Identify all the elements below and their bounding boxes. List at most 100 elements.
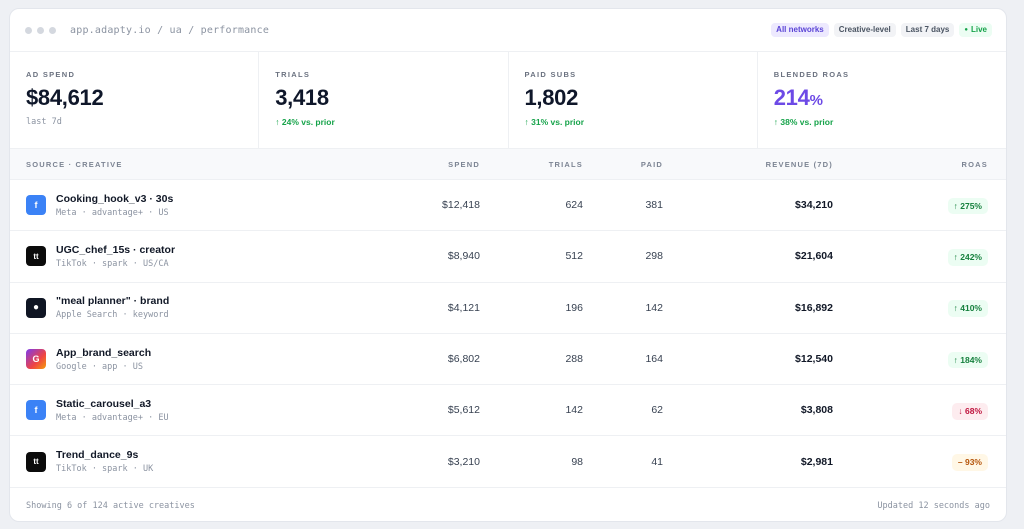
kpi-trials: TRIALS 3,418 ↑ 24% vs. prior: [259, 52, 509, 148]
spend-cell: $12,418: [442, 199, 480, 212]
source-cell: tt Trend_dance_9s TikTok · spark · UK: [10, 449, 350, 474]
kpi-sub: last 7d: [26, 117, 62, 127]
url-breadcrumb: app.adapty.io / ua / performance: [70, 24, 270, 36]
trials-cell: 142: [565, 404, 583, 417]
roas-badge: ↓ 68%: [952, 403, 988, 420]
kpi-label: TRIALS: [275, 70, 311, 79]
creative-name[interactable]: "meal planner" · brand: [56, 295, 170, 308]
table-row[interactable]: f Static_carousel_a3 Meta · advantage+ · E…: [10, 385, 1006, 437]
kpi-sub: ↑ 31% vs. prior: [524, 117, 585, 127]
kpi-value: 1,802: [524, 85, 579, 110]
spend-cell: $3,210: [447, 455, 480, 468]
source-text: UGC_chef_15s · creator TikTok · spark · U…: [56, 244, 175, 269]
tiktok-icon: tt: [26, 246, 46, 267]
source-text: App_brand_search Google · app · US: [56, 347, 151, 372]
revenue-cell: $34,210: [795, 199, 833, 212]
kpi-paid-subs: PAID SUBS 1,802 ↑ 31% vs. prior: [509, 52, 758, 148]
filter-all-networks[interactable]: All networks: [771, 23, 829, 37]
trials-cell: 624: [565, 199, 583, 212]
roas-cell: ↑ 184%: [833, 350, 1006, 369]
table-row[interactable]: f Cooking_hook_v3 · 30s Meta · advantage+ …: [10, 180, 1006, 232]
col-spend-header[interactable]: SPEND: [448, 159, 480, 169]
kpi-label: PAID SUBS: [524, 70, 577, 79]
filter-badges: All networks Creative-level Last 7 days …: [771, 23, 992, 37]
source-cell: ● "meal planner" · brand Apple Search · ke…: [10, 295, 350, 320]
spend-cell: $4,121: [447, 301, 480, 314]
roas-badge: ↑ 242%: [947, 249, 988, 266]
kpi-value: $84,612: [26, 85, 104, 110]
last-updated: Updated 12 seconds ago: [877, 501, 990, 512]
creative-meta: Meta · advantage+ · EU: [56, 412, 169, 423]
kpi-sub: ↑ 38% vs. prior: [773, 117, 834, 127]
window-dot-icon[interactable]: [37, 26, 44, 34]
kpi-row: AD SPEND $84,612 last 7d TRIALS 3,418 ↑ …: [10, 52, 1006, 149]
table-body: f Cooking_hook_v3 · 30s Meta · advantage+ …: [10, 180, 1006, 488]
table-row[interactable]: G App_brand_search Google · app · US $6,802…: [10, 334, 1006, 386]
revenue-cell: $3,808: [800, 404, 833, 417]
table-row[interactable]: tt UGC_chef_15s · creator TikTok · spark ·…: [10, 231, 1006, 283]
roas-cell: ↓ 68%: [833, 401, 1006, 420]
source-text: "meal planner" · brand Apple Search · key…: [56, 295, 169, 320]
col-revenue-header[interactable]: REVENUE (7D): [765, 159, 833, 169]
meta-icon: f: [26, 400, 46, 421]
kpi-value: 3,418: [275, 85, 329, 110]
kpi-sub: ↑ 24% vs. prior: [275, 117, 335, 127]
revenue-cell: $2,981: [800, 455, 833, 468]
trials-cell: 196: [565, 301, 583, 314]
table-header: SOURCE · CREATIVE SPEND TRIALS PAID REVE…: [10, 149, 1006, 180]
meta-icon: f: [26, 195, 46, 216]
table-footer: Showing 6 of 124 active creatives Update…: [10, 488, 1006, 521]
creative-name[interactable]: UGC_chef_15s · creator: [56, 243, 176, 256]
paid-cell: 298: [645, 250, 663, 263]
roas-cell: ↑ 242%: [833, 247, 1006, 266]
kpi-label: AD SPEND: [26, 70, 76, 79]
pagination-summary: Showing 6 of 124 active creatives: [26, 501, 195, 512]
title-bar: app.adapty.io / ua / performance All net…: [10, 9, 1006, 52]
kpi-unit: %: [809, 92, 823, 109]
table-row[interactable]: tt Trend_dance_9s TikTok · spark · UK $3,21…: [10, 436, 1006, 488]
source-text: Cooking_hook_v3 · 30s Meta · advantage+ ·…: [56, 193, 173, 218]
kpi-number: 214: [773, 85, 810, 110]
creative-meta: Google · app · US: [56, 361, 143, 372]
source-text: Trend_dance_9s TikTok · spark · UK: [56, 449, 153, 474]
kpi-value: 214%: [774, 85, 990, 111]
col-roas-header[interactable]: ROAS: [961, 159, 988, 169]
creative-name[interactable]: Trend_dance_9s: [56, 449, 139, 462]
col-paid-header[interactable]: PAID: [640, 159, 663, 169]
source-text: Static_carousel_a3 Meta · advantage+ · EU: [56, 398, 169, 423]
window-dot-icon[interactable]: [25, 26, 32, 34]
creative-meta: TikTok · spark · US/CA: [56, 258, 169, 269]
creative-name[interactable]: Cooking_hook_v3 · 30s: [56, 192, 174, 205]
live-status-badge: Live: [959, 23, 992, 37]
roas-cell: ↑ 275%: [833, 196, 1006, 215]
creative-name[interactable]: Static_carousel_a3: [56, 397, 152, 410]
paid-cell: 164: [645, 353, 663, 366]
filter-date-range[interactable]: Last 7 days: [900, 23, 955, 37]
table-row[interactable]: ● "meal planner" · brand Apple Search · ke…: [10, 283, 1006, 334]
trials-cell: 288: [565, 353, 583, 366]
revenue-cell: $16,892: [795, 301, 833, 314]
filter-creative-level[interactable]: Creative-level: [833, 23, 896, 37]
trials-cell: 512: [565, 250, 583, 263]
col-trials-header[interactable]: TRIALS: [548, 159, 583, 169]
trials-cell: 98: [571, 455, 583, 468]
creative-meta: Meta · advantage+ · US: [56, 207, 169, 218]
spend-cell: $8,940: [447, 250, 480, 263]
roas-cell: – 93%: [833, 452, 1006, 471]
dashboard-window: app.adapty.io / ua / performance All net…: [9, 8, 1007, 522]
creative-meta: Apple Search · keyword: [56, 310, 169, 321]
apple-icon: ●: [26, 297, 46, 318]
google-icon: G: [26, 349, 46, 370]
kpi-label: BLENDED ROAS: [773, 70, 850, 79]
window-dot-icon[interactable]: [49, 26, 56, 34]
source-cell: f Cooking_hook_v3 · 30s Meta · advantage+ …: [10, 193, 350, 218]
spend-cell: $6,802: [447, 353, 480, 366]
revenue-cell: $12,540: [795, 353, 833, 366]
revenue-cell: $21,604: [795, 250, 833, 263]
roas-cell: ↑ 410%: [833, 298, 1006, 317]
source-cell: G App_brand_search Google · app · US: [10, 347, 350, 372]
creative-name[interactable]: App_brand_search: [56, 346, 152, 359]
tiktok-icon: tt: [26, 451, 46, 472]
roas-badge: ↑ 410%: [947, 300, 988, 317]
col-source-header[interactable]: SOURCE · CREATIVE: [26, 159, 123, 169]
